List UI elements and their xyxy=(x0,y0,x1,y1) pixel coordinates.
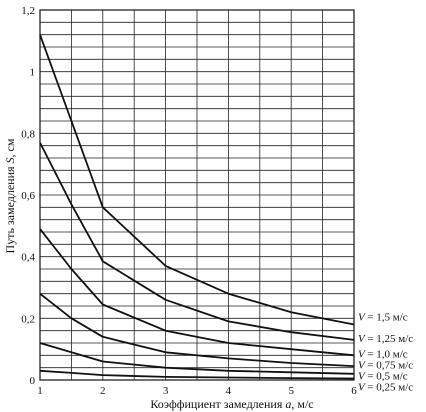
series-label: V = 1,5 м/с xyxy=(358,312,408,324)
series-label: V = 1,0 м/с xyxy=(358,348,408,360)
x-tick-labels: 1 2 3 4 5 6 xyxy=(37,385,357,397)
series-line xyxy=(39,369,355,380)
y-tick-label: 0,2 xyxy=(21,313,35,325)
series-labels: V = 1,5 м/сV = 1,25 м/сV = 1,0 м/сV = 0,… xyxy=(358,312,413,394)
y-tick-label: 1 xyxy=(30,67,36,79)
series-label: V = 1,25 м/с xyxy=(358,333,413,345)
plot-frame xyxy=(39,9,355,381)
x-tick-label: 4 xyxy=(226,385,232,397)
series-line xyxy=(39,292,355,367)
x-axis-label: Коэффициент замедления a, м/с xyxy=(150,397,313,411)
series-line xyxy=(39,142,355,341)
series-line xyxy=(39,34,355,326)
y-tick-label: 1,2 xyxy=(21,5,35,17)
x-tick-label: 2 xyxy=(100,385,106,397)
series-line xyxy=(39,228,355,357)
series-label: V = 0,5 м/с xyxy=(358,370,408,382)
series-line xyxy=(39,342,355,375)
x-tick-label: 3 xyxy=(163,385,169,397)
chart-grid xyxy=(39,9,355,381)
y-tick-label: 0,8 xyxy=(21,128,35,140)
series-label: V = 0,75 м/с xyxy=(358,359,413,371)
x-tick-label: 5 xyxy=(288,385,294,397)
chart-axes xyxy=(39,9,355,381)
x-tick-label: 6 xyxy=(351,385,357,397)
x-tick-label: 1 xyxy=(37,385,43,397)
y-tick-label: 0,4 xyxy=(21,252,35,264)
y-axis-label: Путь замедления S, см xyxy=(3,138,17,253)
y-tick-label: 0 xyxy=(30,375,36,387)
series-label: V = 0,25 м/с xyxy=(358,381,413,393)
y-tick-label: 0,6 xyxy=(21,190,35,202)
chart-series xyxy=(39,34,355,380)
y-tick-labels: 0 0,2 0,4 0,6 0,8 1 1,2 xyxy=(21,5,35,387)
